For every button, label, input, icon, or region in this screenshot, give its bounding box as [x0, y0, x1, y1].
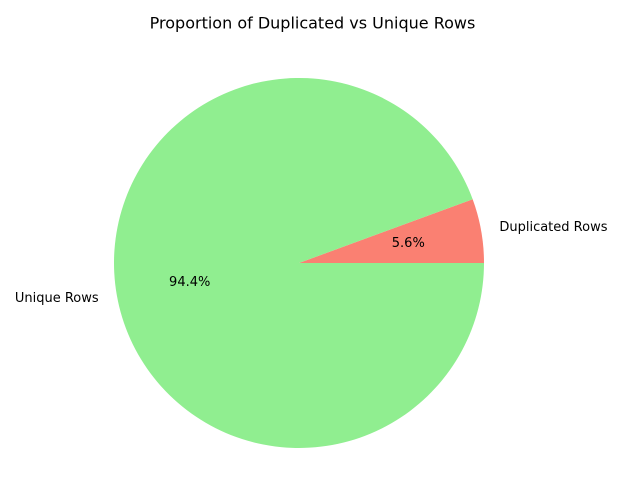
pie-slice-unique-rows	[113, 77, 484, 448]
slice-percent-duplicated-rows: 5.6%	[392, 236, 425, 251]
pie-slice-duplicated-rows	[299, 199, 484, 263]
slice-label-duplicated-rows: Duplicated Rows	[499, 220, 607, 235]
pie-slices	[113, 77, 484, 448]
slice-percent-unique-rows: 94.4%	[169, 275, 210, 290]
chart-title: Proportion of Duplicated vs Unique Rows	[150, 14, 476, 33]
slice-label-unique-rows: Unique Rows	[15, 291, 99, 306]
pie-labels: Duplicated Rows 5.6% Unique Rows 94.4%	[15, 220, 608, 306]
